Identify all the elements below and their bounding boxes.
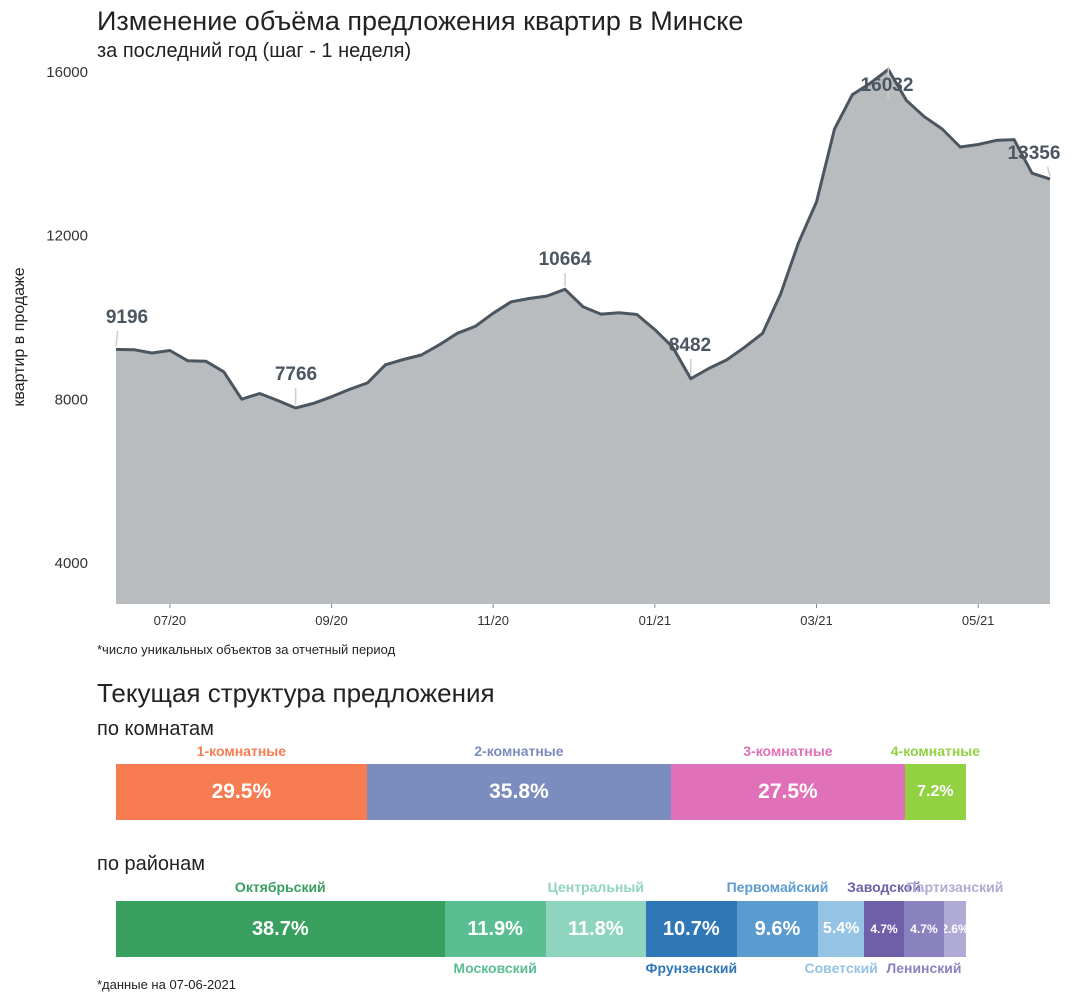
annotation-leader: [115, 330, 119, 347]
x-tick-label: 03/21: [800, 613, 833, 628]
bar-segment: 11.9%: [444, 901, 546, 957]
segment-name-label: 3-комнатные: [743, 743, 833, 759]
x-tick-label: 07/20: [154, 613, 187, 628]
annotation-label: 16032: [861, 75, 914, 96]
y-axis-label: квартир в продаже: [11, 267, 28, 406]
x-tick-label: 05/21: [962, 613, 995, 628]
rooms-stacked-bar: 29.5% 1-комнатные 35.8% 2-комнатные 27.5% 3-к…: [116, 743, 980, 820]
annotation-label: 10664: [539, 249, 592, 270]
segment-name-label: Ленинский: [886, 960, 962, 976]
bar-segment: 4.7%: [904, 901, 944, 957]
segment-name-label: 2-комнатные: [474, 743, 564, 759]
bar-segment: 27.5%: [671, 764, 905, 820]
data-footnote: *данные на 07-06-2021: [97, 977, 236, 992]
bar-segment: 11.8%: [545, 901, 646, 957]
chart-footnote: *число уникальных объектов за отчетный п…: [97, 642, 396, 657]
y-tick-label: 8000: [55, 391, 88, 408]
x-tick-label: 01/21: [639, 613, 672, 628]
annotation-label: 9196: [106, 307, 148, 328]
segment-name-label: 1-комнатные: [196, 743, 287, 759]
series-line: [115, 68, 1051, 410]
bar-segment: 10.7%: [645, 901, 737, 957]
area-fill: [116, 69, 1050, 604]
y-tick-label: 12000: [46, 228, 88, 245]
bar-segment: 9.6%: [736, 901, 819, 957]
bar-segment: 29.5%: [116, 764, 367, 820]
segment-name-label: 4-комнатные: [890, 743, 981, 759]
annotation-label: 7766: [275, 364, 317, 385]
structure-title: Текущая структура предложения: [97, 678, 495, 708]
bar-segment: 7.2%: [904, 764, 966, 820]
x-tick-label: 11/20: [477, 613, 509, 628]
segment-name-label: Советский: [804, 960, 878, 976]
bar-segment: 5.4%: [818, 901, 865, 957]
districts-stacked-bar: 38.7% Октябрьский 11.9% Московский 11.8% Цент…: [116, 879, 1003, 976]
y-tick-label: 4000: [55, 555, 88, 572]
annotation-label: 8482: [669, 335, 711, 356]
y-tick-label: 16000: [46, 64, 88, 81]
line-area-chart: 4000 8000 12000 16000 07/20 09/20 11/20 01/21 03…: [11, 64, 1061, 628]
segment-name-label: Московский: [453, 960, 537, 976]
chart-subtitle: за последний год (шаг - 1 неделя): [97, 40, 412, 62]
bar-segment: 4.7%: [864, 901, 904, 957]
segment-name-label: Центральный: [547, 879, 644, 895]
segment-name-label: Заводской: [847, 879, 921, 895]
segment-name-label: Партизанский: [906, 879, 1004, 895]
rooms-title: по комнатам: [97, 718, 214, 740]
segment-name-label: Первомайский: [726, 879, 829, 895]
bar-segment: 38.7%: [116, 901, 445, 957]
x-tick-label: 09/20: [315, 613, 348, 628]
annotation-label: 13356: [1008, 143, 1061, 164]
bar-segment: 2.6%: [943, 901, 966, 957]
annotation-leader: [1046, 166, 1051, 177]
segment-name-label: Фрунзенский: [645, 960, 738, 976]
chart-title: Изменение объёма предложения квартир в М…: [97, 6, 744, 36]
districts-title: по районам: [97, 853, 205, 875]
bar-segment: 35.8%: [366, 764, 672, 820]
segment-name-label: Октябрьский: [234, 879, 326, 895]
